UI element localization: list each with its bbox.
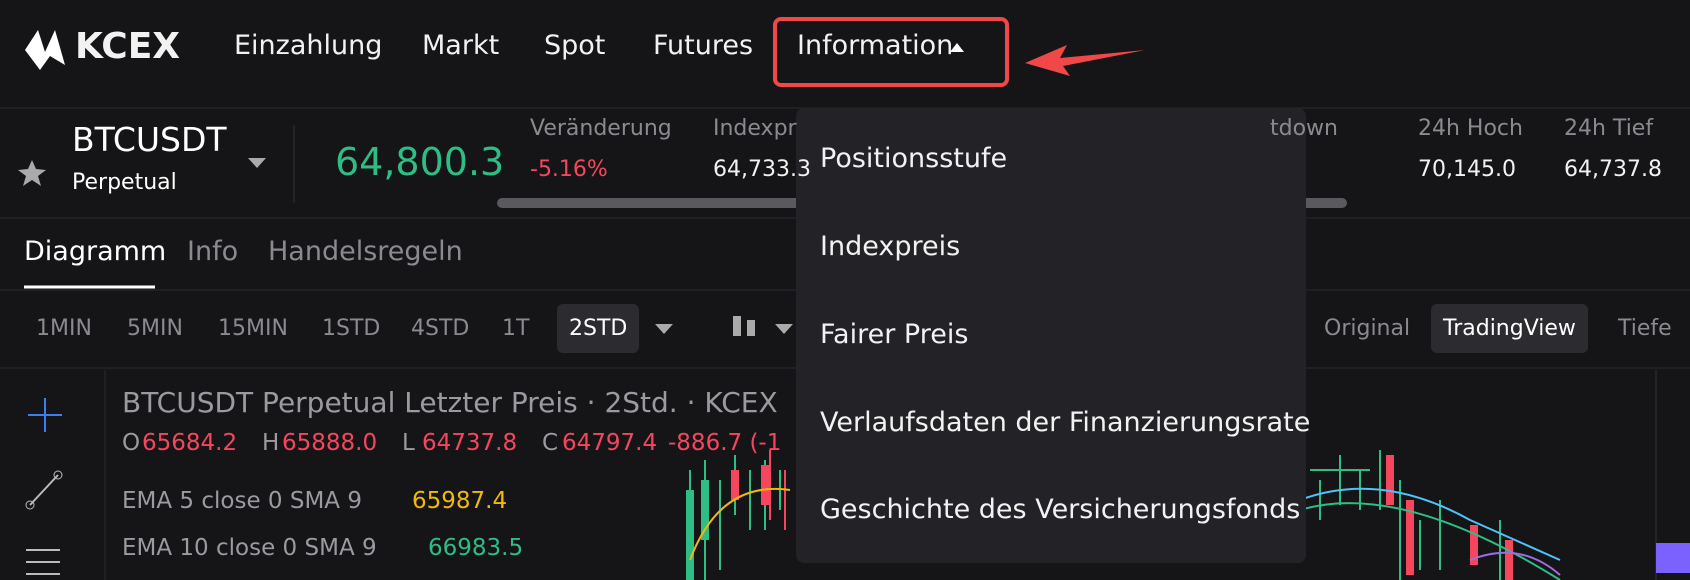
symbol[interactable]: BTCUSDT bbox=[72, 120, 227, 159]
stat-value: 64,733.3 bbox=[713, 157, 811, 182]
interval-button[interactable]: 15MIN bbox=[218, 316, 288, 341]
ohlc-value: 65684.2 bbox=[142, 430, 238, 456]
tab[interactable]: Info bbox=[187, 236, 239, 267]
menu-item[interactable]: Positionsstufe bbox=[820, 143, 1008, 174]
interval-button[interactable]: 1MIN bbox=[36, 316, 92, 341]
stat-label: Veränderung bbox=[530, 116, 672, 141]
view-button[interactable]: Original bbox=[1324, 316, 1411, 341]
view-button[interactable]: Tiefe bbox=[1618, 316, 1672, 341]
view-button[interactable]: TradingView bbox=[1431, 304, 1588, 353]
menu-item[interactable]: Verlaufsdaten der Finanzierungsrate bbox=[820, 407, 1311, 438]
ohlc-change: -886.7 (-1 bbox=[668, 430, 782, 456]
nav-item[interactable]: Information bbox=[797, 30, 954, 61]
ohlc-value: 64737.8 bbox=[422, 430, 518, 456]
menu-item[interactable]: Fairer Preis bbox=[820, 319, 969, 350]
logo[interactable]: KCEX bbox=[75, 26, 181, 67]
interval-button[interactable]: 1STD bbox=[322, 316, 381, 341]
interval-button[interactable]: 5MIN bbox=[127, 316, 183, 341]
ohlc-value: 64797.4 bbox=[562, 430, 658, 456]
stat-label: Indexpr bbox=[713, 116, 797, 141]
indicator-value: 65987.4 bbox=[412, 488, 508, 514]
nav-item[interactable]: Einzahlung bbox=[234, 30, 383, 61]
menu-item[interactable]: Indexpreis bbox=[820, 231, 961, 262]
ohlc-key: L bbox=[402, 430, 415, 456]
stat-value: 64,737.8 bbox=[1564, 157, 1662, 182]
indicator-value: 66983.5 bbox=[428, 535, 524, 561]
stat-label: 24h Hoch bbox=[1418, 116, 1523, 141]
ohlc-key: C bbox=[542, 430, 559, 456]
tab[interactable]: Diagramm bbox=[24, 236, 167, 267]
nav-item[interactable]: Spot bbox=[544, 30, 606, 61]
stat-value: -5.16% bbox=[530, 157, 608, 182]
stat-label: tdown bbox=[1270, 116, 1338, 141]
interval-button[interactable]: 2STD bbox=[557, 304, 640, 353]
nav-item[interactable]: Markt bbox=[422, 30, 500, 61]
interval-button[interactable]: 1T bbox=[502, 316, 530, 341]
stat-value: 70,145.0 bbox=[1418, 157, 1516, 182]
last-price: 64,800.3 bbox=[335, 140, 505, 184]
nav-item[interactable]: Futures bbox=[653, 30, 754, 61]
chart-title: BTCUSDT Perpetual Letzter Preis · 2Std. … bbox=[122, 386, 778, 419]
ohlc-key: O bbox=[122, 430, 141, 456]
indicator-label: EMA 10 close 0 SMA 9 bbox=[122, 535, 377, 561]
interval-button[interactable]: 4STD bbox=[411, 316, 470, 341]
menu-item[interactable]: Geschichte des Versicherungsfonds bbox=[820, 494, 1301, 525]
indicator-label: EMA 5 close 0 SMA 9 bbox=[122, 488, 362, 514]
ohlc-value: 65888.0 bbox=[282, 430, 378, 456]
tab[interactable]: Handelsregeln bbox=[268, 236, 463, 267]
ohlc-key: H bbox=[262, 430, 280, 456]
stat-label: 24h Tief bbox=[1564, 116, 1654, 141]
contract-type: Perpetual bbox=[72, 170, 177, 195]
